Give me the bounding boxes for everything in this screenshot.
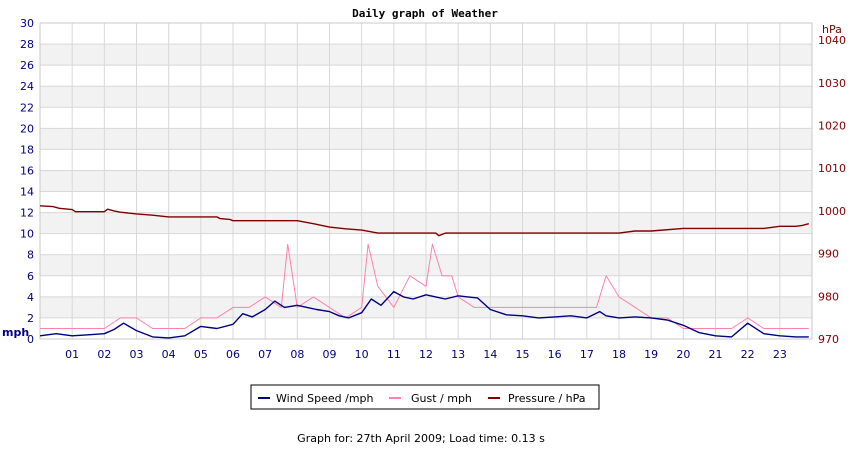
legend-label-pressure: Pressure / hPa bbox=[508, 392, 586, 405]
y-tick-label-left: 30 bbox=[20, 17, 34, 30]
x-tick-label: 09 bbox=[323, 348, 337, 361]
y-tick-label-left: 12 bbox=[20, 207, 34, 220]
x-tick-label: 18 bbox=[612, 348, 626, 361]
grid-lines bbox=[39, 22, 813, 340]
y-tick-label-left: 2 bbox=[27, 312, 34, 325]
x-tick-label: 19 bbox=[644, 348, 658, 361]
plot-border bbox=[39, 22, 813, 340]
footer-text: Graph for: 27th April 2009; Load time: 0… bbox=[297, 432, 545, 445]
x-tick-label: 22 bbox=[741, 348, 755, 361]
y-tick-label-right: 1010 bbox=[818, 162, 846, 175]
x-tick-label: 05 bbox=[194, 348, 208, 361]
y-tick-label-left: 4 bbox=[27, 291, 34, 304]
y-tick-label-left: 14 bbox=[20, 186, 34, 199]
x-tick-label: 06 bbox=[226, 348, 240, 361]
x-tick-label: 15 bbox=[516, 348, 530, 361]
x-axis-ticks: 01 02 03 04 05 06 07 08 09 10 11 12 13 14 15 16 17 18 19 20… bbox=[65, 348, 787, 361]
x-tick-label: 01 bbox=[65, 348, 79, 361]
right-axis-ticks: 970 980 990 1000 1010 1020 1030 1040 bbox=[818, 34, 846, 346]
x-tick-label: 04 bbox=[162, 348, 176, 361]
y-tick-label-left: 8 bbox=[27, 249, 34, 262]
x-tick-label: 10 bbox=[355, 348, 369, 361]
y-tick-label-left: 20 bbox=[20, 122, 34, 135]
y-tick-label-right: 970 bbox=[818, 333, 839, 346]
x-tick-label: 16 bbox=[548, 348, 562, 361]
y-tick-label-left: 22 bbox=[20, 101, 34, 114]
x-tick-label: 14 bbox=[483, 348, 497, 361]
series-line-gust bbox=[40, 243, 809, 329]
x-tick-label: 12 bbox=[419, 348, 433, 361]
x-tick-label: 08 bbox=[290, 348, 304, 361]
left-axis-unit: mph bbox=[2, 326, 29, 339]
y-tick-label-left: 28 bbox=[20, 38, 34, 51]
x-tick-label: 21 bbox=[709, 348, 723, 361]
x-tick-label: 03 bbox=[130, 348, 144, 361]
legend-box bbox=[250, 384, 600, 410]
y-tick-label-right: 1030 bbox=[818, 77, 846, 90]
y-tick-label-left: 6 bbox=[27, 270, 34, 283]
chart-title: Daily graph of Weather bbox=[352, 7, 498, 20]
x-tick-label: 02 bbox=[97, 348, 111, 361]
series-line-wind-speed bbox=[39, 290, 809, 339]
x-tick-label: 23 bbox=[773, 348, 787, 361]
x-tick-label: 20 bbox=[676, 348, 690, 361]
legend-label-wind: Wind Speed /mph bbox=[276, 392, 374, 405]
y-tick-label-right: 980 bbox=[818, 290, 839, 303]
series-lines bbox=[39, 205, 809, 339]
legend: Wind Speed /mph Gust / mph Pressure / hP… bbox=[250, 384, 600, 410]
legend-label-gust: Gust / mph bbox=[411, 392, 472, 405]
y-tick-label-left: 18 bbox=[20, 143, 34, 156]
y-tick-label-left: 0 bbox=[27, 333, 34, 346]
series-line-pressure bbox=[39, 205, 809, 237]
x-tick-label: 07 bbox=[258, 348, 272, 361]
y-tick-label-right: 1000 bbox=[818, 205, 846, 218]
y-tick-label-right: 990 bbox=[818, 248, 839, 261]
y-tick-label-left: 10 bbox=[20, 228, 34, 241]
y-tick-label-left: 26 bbox=[20, 59, 34, 72]
right-axis-unit: hPa bbox=[822, 23, 842, 36]
y-tick-label-left: 16 bbox=[20, 164, 34, 177]
y-tick-label-right: 1040 bbox=[818, 34, 846, 47]
y-tick-label-left: 24 bbox=[20, 80, 34, 93]
x-tick-label: 17 bbox=[580, 348, 594, 361]
x-tick-label: 13 bbox=[451, 348, 465, 361]
y-tick-label-right: 1020 bbox=[818, 119, 846, 132]
x-tick-label: 11 bbox=[387, 348, 401, 361]
